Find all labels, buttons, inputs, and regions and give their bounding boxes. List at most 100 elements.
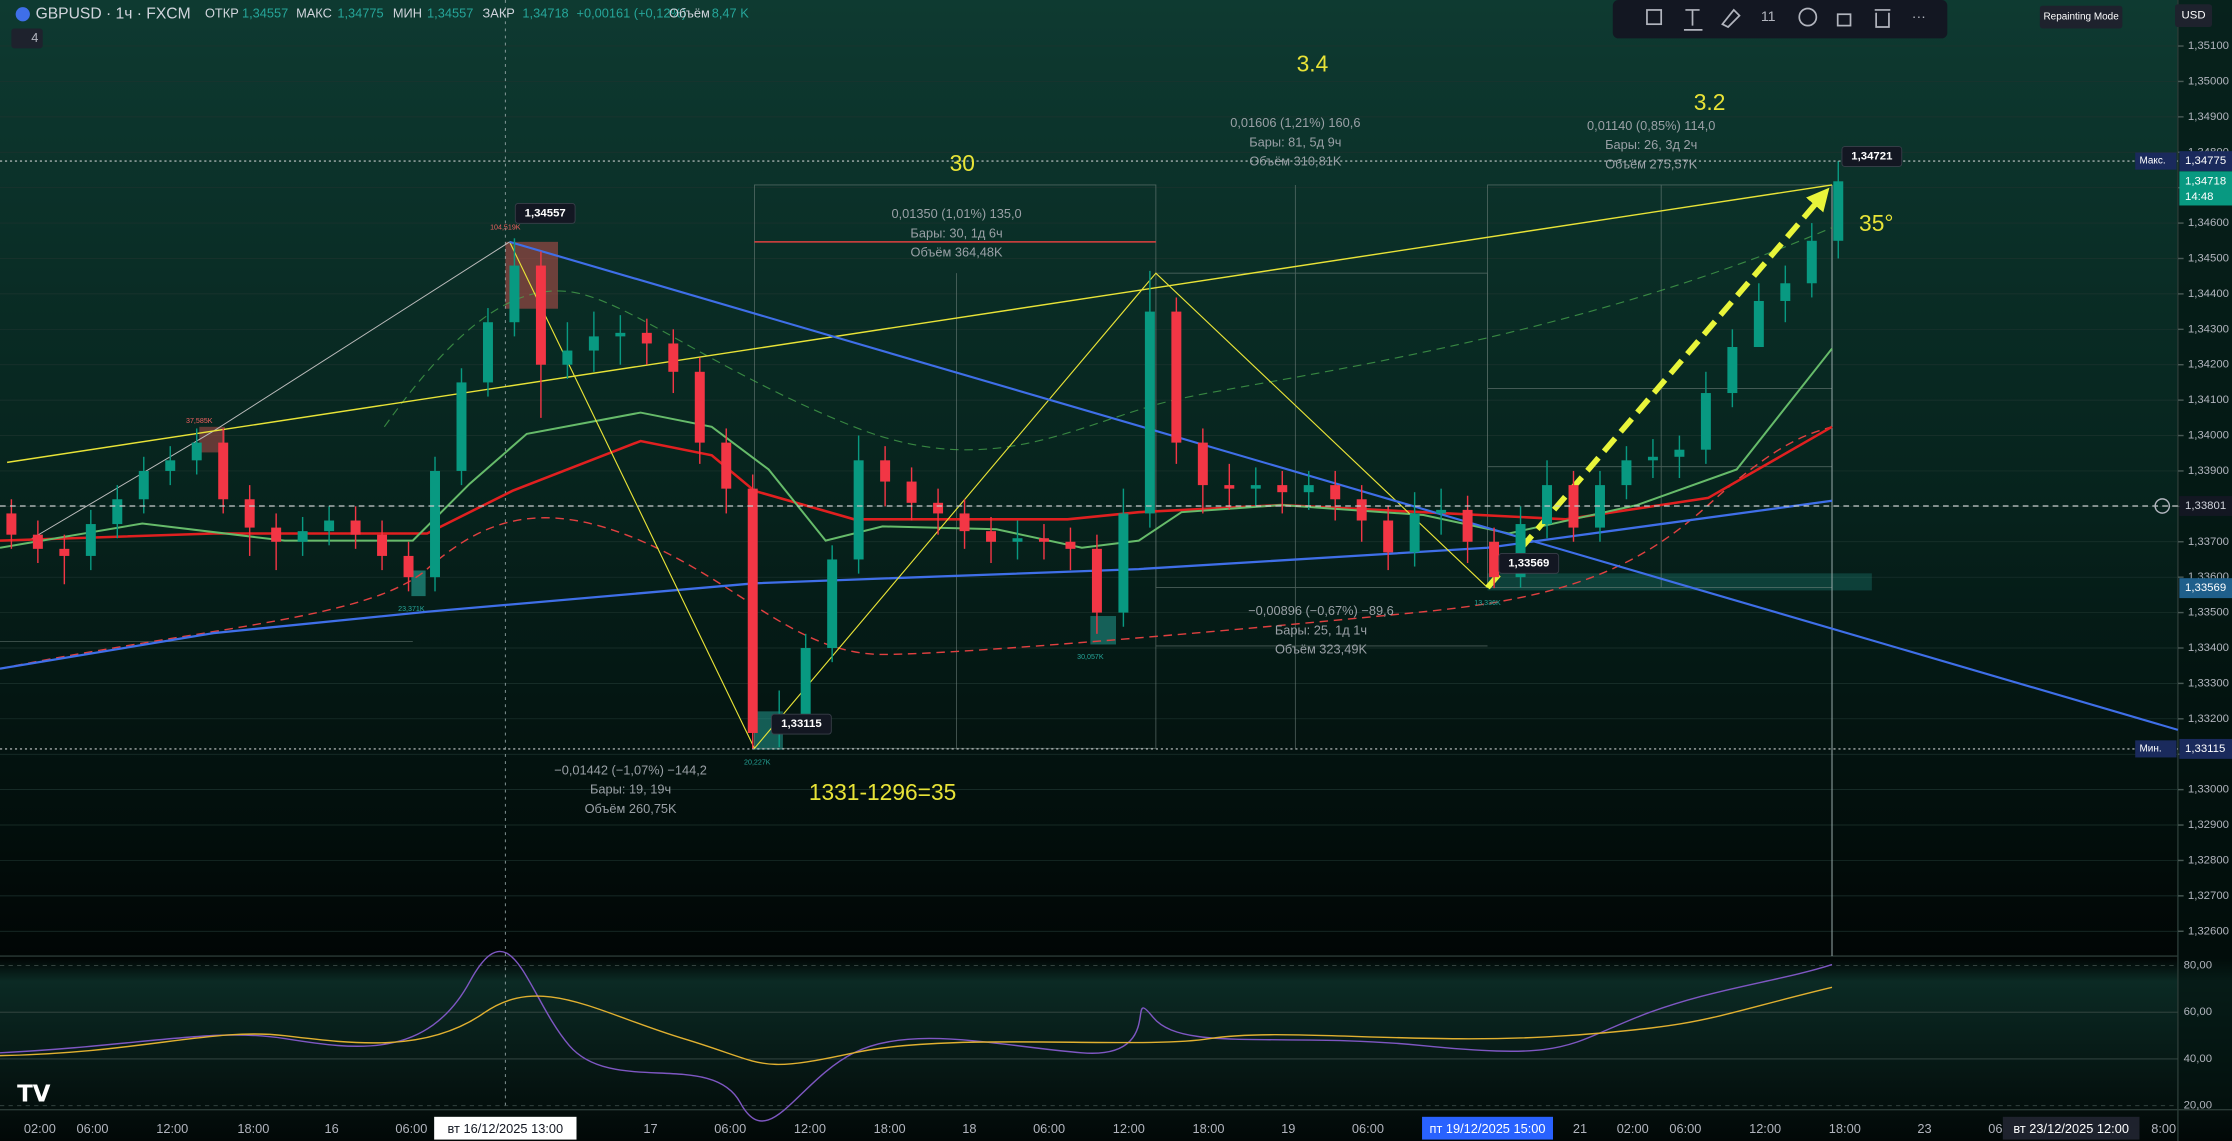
time-highlight-box	[434, 1116, 577, 1140]
x-tick-label: 19	[1281, 1121, 1295, 1136]
time-highlight-box	[2002, 1116, 2140, 1140]
candle-body	[1674, 449, 1685, 457]
candle-body	[641, 332, 652, 344]
ma-band-upper	[383, 227, 1833, 451]
price-tag: Мин.	[2139, 744, 2161, 755]
delete-icon[interactable]	[1874, 9, 1891, 28]
annotation: 3.4	[1297, 50, 1329, 76]
candle-body	[297, 531, 308, 542]
candle-body	[747, 488, 758, 733]
candle-body	[615, 332, 626, 337]
volume-note: 13,336K	[1474, 599, 1501, 607]
volume-note: 23,371K	[398, 605, 425, 613]
ma-band-lower	[0, 426, 1833, 670]
y-tick-label: 1,33400	[2188, 642, 2229, 654]
x-tick-label: 16	[325, 1121, 339, 1136]
y-tick-label: 1,34300	[2188, 323, 2229, 335]
price-axis-box	[2179, 496, 2232, 516]
measure-text: Бары: 26, 3д 2ч	[1605, 137, 1697, 152]
candle-body	[1277, 485, 1288, 493]
candle-body	[1700, 393, 1711, 450]
candle-body	[588, 336, 599, 351]
measure-text: Объём 260,75K	[585, 801, 677, 816]
price-label: 1,33115	[781, 718, 822, 730]
annotation: 1331-1296=35	[809, 779, 956, 805]
price-tag-box	[2135, 152, 2177, 170]
candle-body	[1409, 513, 1420, 553]
candle-body	[1065, 541, 1076, 549]
candle-body	[1330, 485, 1341, 500]
candle-body	[1118, 513, 1129, 613]
candle-body	[482, 322, 493, 383]
candle-body	[668, 343, 679, 372]
rsi-tick-label: 40,00	[2184, 1053, 2212, 1065]
measure-text: Бары: 30, 1д 6ч	[910, 225, 1002, 240]
price-axis-box	[2179, 171, 2232, 206]
measure-text: 0,01350 (1,01%) 135,0	[891, 206, 1021, 221]
y-tick-label: 1,33000	[2188, 784, 2229, 796]
candle-body	[191, 442, 202, 461]
zigzag	[509, 241, 1488, 750]
x-tick-label: 12:00	[1749, 1121, 1781, 1136]
candle-body	[827, 559, 838, 648]
drawing-toolbar	[1612, 0, 1948, 39]
x-tick-label: вт 23/12/2025 12:00	[2013, 1121, 2129, 1136]
y-tick-label: 1,34600	[2188, 217, 2229, 229]
candle-body	[403, 555, 414, 578]
x-tick-label: 21	[1573, 1121, 1587, 1136]
measure-text: Объём 323,49K	[1275, 642, 1367, 657]
indicator-toggle[interactable]	[11, 28, 43, 49]
price-axis-label: 1,33801	[2185, 500, 2226, 512]
x-tick-label: 12:00	[1113, 1121, 1145, 1136]
candle-body	[1833, 181, 1844, 241]
x-tick-label: 18:00	[874, 1121, 906, 1136]
mode-button[interactable]	[2039, 5, 2123, 29]
y-tick-label: 1,34200	[2188, 359, 2229, 371]
x-tick-label: 06:00	[1352, 1121, 1384, 1136]
y-tick-label: 1,34500	[2188, 252, 2229, 264]
add-alert-icon[interactable]	[2154, 498, 2171, 514]
candle-body	[1038, 538, 1049, 542]
candle-body	[800, 647, 811, 719]
toolbar-icon[interactable]	[1646, 9, 1663, 26]
price-axis-label: 1,33115	[2185, 743, 2225, 755]
price-axis-box	[2179, 151, 2232, 172]
volume-label: Объём	[669, 6, 710, 21]
annotation: 3.2	[1694, 89, 1726, 115]
y-tick-label: 1,33200	[2188, 713, 2229, 725]
text-tool-icon[interactable]	[1683, 9, 1703, 31]
measure-text: Бары: 81, 5д 9ч	[1249, 134, 1341, 149]
settings-icon[interactable]	[1798, 7, 1818, 27]
measure-text: 0,01606 (1,21%) 160,6	[1230, 115, 1360, 130]
x-tick-label: 18	[962, 1121, 976, 1136]
y-tick-label: 1,32700	[2188, 890, 2229, 902]
x-tick-label: 02:00	[24, 1121, 56, 1136]
candle-body	[324, 520, 335, 532]
low-label: МИН	[393, 6, 422, 21]
candle-body	[1753, 300, 1764, 348]
toolbar-more[interactable]: ···	[1912, 9, 1926, 25]
measure-text: Объём 364,48K	[911, 245, 1003, 260]
y-tick-label: 1,33600	[2188, 571, 2229, 583]
measure-text: Бары: 25, 1д 1ч	[1275, 622, 1367, 637]
x-tick-label: пт 19/12/2025 15:00	[1430, 1121, 1546, 1136]
lock-icon[interactable]	[1836, 13, 1852, 27]
candle-body	[430, 470, 440, 578]
y-tick-label: 1,35100	[2188, 40, 2229, 52]
brush-icon[interactable]	[1721, 8, 1741, 29]
rsi-tick-label: 20,00	[2184, 1100, 2212, 1112]
price-axis-label: 1,34718	[2185, 175, 2226, 187]
y-tick-label: 1,34000	[2188, 430, 2229, 442]
candle-body	[509, 265, 520, 323]
candles	[6, 161, 1844, 749]
currency-button[interactable]	[2175, 4, 2213, 28]
rsi-tick-label: 60,00	[2184, 1006, 2212, 1018]
x-tick-label: 17	[643, 1121, 657, 1136]
candle-body	[1542, 485, 1553, 525]
range-box	[1487, 573, 1872, 591]
candle-body	[32, 534, 43, 549]
candle-body	[165, 460, 176, 471]
x-tick-label: 02:00	[1617, 1121, 1649, 1136]
x-tick-label: 12:00	[794, 1121, 826, 1136]
